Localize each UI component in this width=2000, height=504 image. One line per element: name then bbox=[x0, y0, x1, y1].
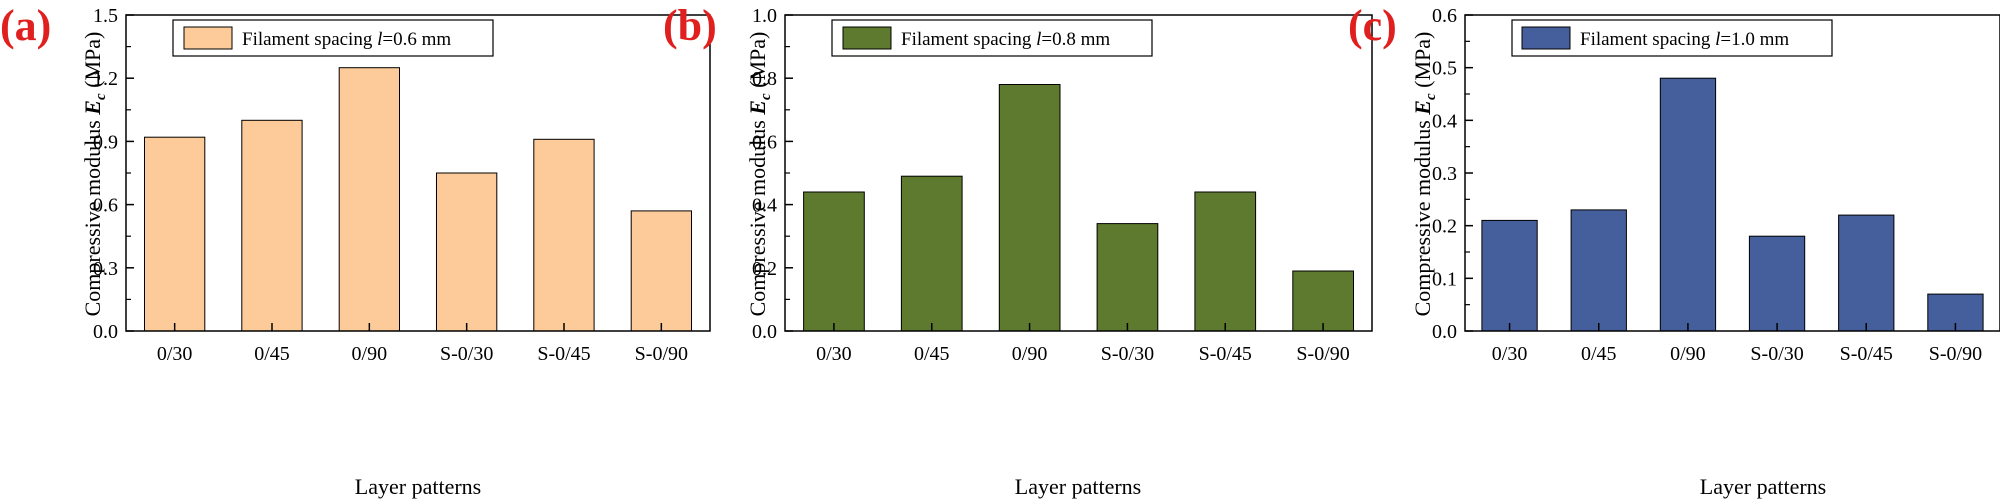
legend-text-a: Filament spacing l=0.6 mm bbox=[242, 29, 451, 50]
panel-label-a: (a) bbox=[0, 1, 51, 50]
legend-a: Filament spacing l=0.6 mm bbox=[172, 19, 494, 57]
legend-swatch-a bbox=[183, 26, 233, 50]
x-tick-label: 0/30 bbox=[816, 343, 852, 365]
y-tick-label: 0.6 bbox=[1432, 5, 1457, 27]
x-tick-label: 0/90 bbox=[1670, 343, 1706, 365]
x-tick-label: S-0/45 bbox=[1199, 343, 1252, 365]
x-tick-label: 0/45 bbox=[1581, 343, 1617, 365]
x-axis-title-b: Layer patterns bbox=[1015, 474, 1141, 499]
panel-a: (a) Compressive modulus Ec (MPa) Layer p… bbox=[0, 1, 711, 499]
bar-s-0-30 bbox=[1748, 235, 1806, 332]
y-tick-label: 0.4 bbox=[1432, 110, 1457, 132]
legend-swatch-c bbox=[1521, 26, 1571, 50]
plot-area-b: 0.0 0.2 0.4 0.6 0.8 1.0 0/30 0/45 0/90 S-0/30 S-0/… bbox=[752, 5, 1373, 365]
panel-label-c: (c) bbox=[1348, 1, 1397, 50]
y-tick-label: 0.4 bbox=[752, 195, 777, 217]
x-tick-label: S-0/90 bbox=[635, 343, 688, 365]
y-tick-label: 0.3 bbox=[1432, 163, 1457, 185]
plot-frame bbox=[125, 14, 711, 332]
legend-b: Filament spacing l=0.8 mm bbox=[831, 19, 1153, 57]
bar-0-30 bbox=[1481, 219, 1538, 332]
x-tick-label: S-0/90 bbox=[1296, 343, 1349, 365]
legend-text-b: Filament spacing l=0.8 mm bbox=[901, 29, 1110, 50]
bar-0-90 bbox=[1659, 77, 1717, 332]
x-tick-label: 0/30 bbox=[157, 343, 193, 365]
bar-0-45 bbox=[241, 119, 303, 332]
y-tick-label: 0.1 bbox=[1432, 268, 1457, 290]
y-tick-label: 0.9 bbox=[93, 131, 118, 153]
x-axis-title-a: Layer patterns bbox=[355, 474, 481, 499]
y-axis-title-a: Compressive modulus Ec (MPa) bbox=[80, 32, 109, 317]
panel-label-b: (b) bbox=[663, 1, 717, 50]
plot-area-c: 0.0 0.1 0.2 0.3 0.4 0.5 0.6 0/30 0/45 0/90 S-0/30 S… bbox=[1432, 5, 2000, 365]
y-axis-title-c: Compressive modulus Ec (MPa) bbox=[1410, 32, 1439, 317]
bar-s-0-45 bbox=[1194, 191, 1257, 332]
plot-area-a: 0.0 0.3 0.6 0.9 1.2 1.5 0/30 0/45 0/90 S-0/30 S-0/… bbox=[93, 5, 711, 365]
y-tick-label: 0.0 bbox=[93, 321, 118, 343]
x-tick-label: 0/30 bbox=[1492, 343, 1528, 365]
y-tick-label: 0.3 bbox=[93, 258, 118, 280]
bar-0-45 bbox=[1570, 209, 1627, 332]
x-tick-label: S-0/90 bbox=[1929, 343, 1982, 365]
bar-s-0-30 bbox=[1096, 223, 1159, 332]
bar-s-0-45 bbox=[533, 138, 595, 332]
x-tick-label: S-0/45 bbox=[1840, 343, 1893, 365]
bar-s-0-30 bbox=[436, 172, 498, 332]
bar-0-45 bbox=[900, 175, 963, 332]
bar-s-0-45 bbox=[1838, 214, 1895, 332]
x-tick-label: S-0/45 bbox=[537, 343, 590, 365]
plot-frame bbox=[784, 14, 1373, 332]
x-tick-label: S-0/30 bbox=[1101, 343, 1154, 365]
panel-c: (c) Compressive modulus Ec (MPa) Layer p… bbox=[1348, 1, 2000, 499]
y-axis-title-b: Compressive modulus Ec (MPa) bbox=[745, 32, 774, 317]
bar-0-90 bbox=[998, 84, 1061, 332]
legend-c: Filament spacing l=1.0 mm bbox=[1511, 19, 1833, 57]
x-axis-title-c: Layer patterns bbox=[1700, 474, 1826, 499]
y-tick-label: 0.8 bbox=[752, 68, 777, 90]
bar-s-0-90 bbox=[1292, 270, 1355, 332]
y-tick-label: 0.2 bbox=[752, 258, 777, 280]
panel-b: (b) Compressive modulus Ec (MPa) Layer p… bbox=[663, 1, 1373, 499]
y-tick-label: 0.6 bbox=[93, 195, 118, 217]
y-tick-label: 1.2 bbox=[93, 68, 118, 90]
y-tick-label: 1.5 bbox=[93, 5, 118, 27]
x-tick-label: 0/90 bbox=[1012, 343, 1048, 365]
bar-s-0-90 bbox=[630, 210, 693, 332]
y-tick-label: 1.0 bbox=[752, 5, 777, 27]
y-tick-label: 0.0 bbox=[752, 321, 777, 343]
x-tick-label: 0/45 bbox=[914, 343, 950, 365]
legend-swatch-b bbox=[842, 26, 892, 50]
y-tick-label: 0.0 bbox=[1432, 321, 1457, 343]
legend-text-c: Filament spacing l=1.0 mm bbox=[1580, 29, 1789, 50]
x-tick-label: 0/90 bbox=[352, 343, 388, 365]
x-tick-label: S-0/30 bbox=[440, 343, 493, 365]
x-tick-label: 0/45 bbox=[254, 343, 290, 365]
plot-frame bbox=[1464, 14, 2000, 332]
bar-0-30 bbox=[144, 136, 206, 332]
y-tick-label: 0.2 bbox=[1432, 216, 1457, 238]
y-tick-label: 0.5 bbox=[1432, 58, 1457, 80]
x-tick-label: S-0/30 bbox=[1750, 343, 1803, 365]
y-tick-label: 0.6 bbox=[752, 131, 777, 153]
bar-0-30 bbox=[803, 191, 865, 332]
bar-0-90 bbox=[338, 67, 401, 332]
